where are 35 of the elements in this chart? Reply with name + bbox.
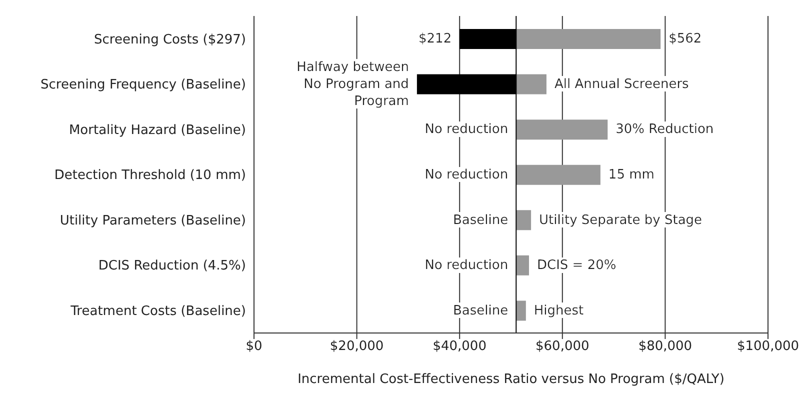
annotation: 15 mm <box>608 167 654 182</box>
annotation: Halfway between No Program and Program <box>296 59 409 108</box>
annotation: $212 <box>418 31 452 46</box>
annotation: All Annual Screeners <box>554 76 690 92</box>
x-tick-label: $20,000 <box>330 339 384 354</box>
x-tick-label: $100,000 <box>736 339 800 354</box>
annotation: Utility Separate by Stage <box>539 212 702 228</box>
bar <box>516 300 526 321</box>
y-tick-label: DCIS Reduction (4.5%) <box>98 258 246 274</box>
bar <box>516 29 661 49</box>
y-tick-label: Mortality Hazard (Baseline) <box>68 122 246 138</box>
annotation: $562 <box>668 31 702 46</box>
x-tick-label: $40,000 <box>432 339 486 354</box>
y-tick-label: Utility Parameters (Baseline) <box>60 213 246 228</box>
annotation: No reduction <box>424 167 508 182</box>
bar <box>516 164 600 185</box>
x-tick-label: $60,000 <box>536 339 590 354</box>
y-tick-label: Screening Frequency (Baseline) <box>40 78 246 93</box>
annotation: Baseline <box>453 302 508 318</box>
y-tick-label: Screening Costs ($297) <box>94 32 246 48</box>
y-tick-label: Detection Threshold (10 mm) <box>54 168 246 184</box>
annotation: DCIS = 20% <box>536 258 616 273</box>
bar <box>516 210 532 230</box>
annotation: Baseline <box>453 212 508 228</box>
x-tick-label: $80,000 <box>638 339 692 354</box>
y-tick-label: Treatment Costs (Baseline) <box>70 304 246 319</box>
annotation: 30% Reduction <box>616 122 714 137</box>
x-tick-label: $0 <box>246 339 262 354</box>
annotation: No reduction <box>424 122 508 137</box>
x-axis-title: Incremental Cost-Effectiveness Ratio versus No Program ($/QALY) <box>298 372 724 387</box>
annotation: Highest <box>534 302 584 318</box>
annotation: No reduction <box>424 258 508 273</box>
bar <box>516 120 608 140</box>
bar <box>516 74 546 94</box>
bar <box>516 255 529 276</box>
